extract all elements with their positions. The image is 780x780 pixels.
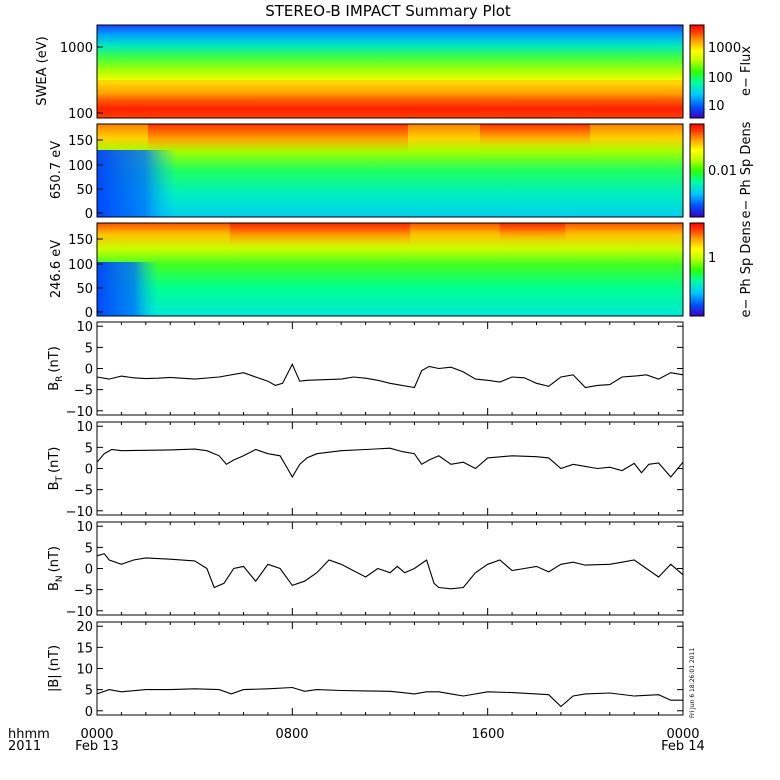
bn-series-line <box>96 553 684 590</box>
bmag-frame <box>96 621 684 716</box>
pad650-hot-band-2 <box>480 124 590 146</box>
pad650-frame <box>96 123 684 218</box>
year-label: 2011 <box>8 739 41 754</box>
pad650-colorbar <box>689 123 705 218</box>
bn-ytick-label: 10 <box>76 520 93 535</box>
time-axis: hhmm 2011 0000 0800 1600 0000 Feb 13 Feb… <box>8 648 705 754</box>
bt-ylabel-main: B <box>47 481 62 490</box>
pad246-ytick-150: 150 <box>68 233 93 248</box>
pad650-colorbar-label: e− Ph Sp Dens <box>739 121 754 218</box>
panel-br: 10 5 0 −5 −10 BR (nT) <box>47 320 684 420</box>
time-tick-0000: 0000 <box>80 727 113 742</box>
br-ylabel-sub: R <box>55 376 65 382</box>
bn-ylabel-sub: N <box>55 575 65 582</box>
br-ytick-label: 5 <box>85 341 93 356</box>
pad246-early-low <box>97 262 159 316</box>
swea-ytick-100: 100 <box>68 107 93 122</box>
bn-ylabel-unit: (nT) <box>47 546 62 572</box>
bmag-ylabel-unit: (nT) <box>47 645 62 671</box>
bn-ytick-label: 5 <box>85 541 93 556</box>
pad246-frame <box>96 222 684 317</box>
pad650-ytick-0: 0 <box>85 207 93 222</box>
bmag-ytick-label: 10 <box>76 663 93 678</box>
br-ylabel: BR (nT) <box>47 346 65 391</box>
pad650-cbar-tick: 0.01 <box>708 164 737 179</box>
br-series-line <box>96 363 684 389</box>
swea-cbar-tick-10: 10 <box>708 99 725 114</box>
bn-ytick-label: −10 <box>66 605 93 620</box>
bn-ylabel-main: B <box>47 582 62 591</box>
bn-ylabel: BN (nT) <box>47 546 65 591</box>
time-tick-0000-end: 0000 <box>666 727 699 742</box>
time-tick-1600: 1600 <box>471 727 504 742</box>
br-ylabel-main: B <box>47 382 62 391</box>
bn-ytick-label: 0 <box>85 563 93 578</box>
pad246-hot-band <box>230 223 410 245</box>
panel-pad-650: 150 100 50 0 650.7 eV 0.01 e− Ph Sp Dens <box>49 121 754 222</box>
bmag-ytick-label: 5 <box>85 684 93 699</box>
pad650-early-low <box>97 150 177 217</box>
br-ytick-label: −5 <box>74 384 93 399</box>
pad650-ytick-100: 100 <box>68 159 93 174</box>
pad246-colorbar-label: e− Ph Sp Dens <box>739 220 754 317</box>
bt-ytick-label: 0 <box>85 463 93 478</box>
pad650-ytick-150: 150 <box>68 134 93 149</box>
bt-frame <box>96 421 684 516</box>
pad246-ylabel: 246.6 eV <box>49 240 64 298</box>
panel-bt: 10 5 0 −5 −10 BT (nT) <box>47 420 684 520</box>
swea-spectrogram <box>97 25 683 118</box>
br-ylabel-unit: (nT) <box>47 346 62 372</box>
end-date: Feb 14 <box>661 739 705 754</box>
pad246-hot-band-2 <box>500 223 565 241</box>
pad650-hot-band <box>148 124 408 152</box>
bmag-ylabel-main: |B| <box>47 674 62 692</box>
magnetic-field-panels: 1050−5−10BR(nT)1050−5−10BT(nT)1050−5−10B… <box>47 320 684 720</box>
bn-frame <box>96 521 684 616</box>
plot-title: STEREO-B IMPACT Summary Plot <box>265 2 511 20</box>
pad650-ylabel: 650.7 eV <box>49 141 64 199</box>
swea-orange-band <box>97 80 683 92</box>
bmag-ytick-label: 15 <box>76 641 93 656</box>
pad246-ytick-50: 50 <box>76 282 93 297</box>
bt-ytick-label: 10 <box>76 420 93 435</box>
bt-series-line <box>96 447 684 479</box>
bmag-ytick-label: 20 <box>76 620 93 635</box>
br-frame <box>96 321 684 416</box>
pad650-ytick-50: 50 <box>76 183 93 198</box>
swea-ytick-1000: 1000 <box>60 41 93 56</box>
swea-ylabel: SWEA (eV) <box>35 36 50 105</box>
bmag-ytick-label: 0 <box>85 705 93 720</box>
bt-ylabel-unit: (nT) <box>47 447 62 473</box>
pad246-cbar-tick: 1 <box>708 251 716 266</box>
bt-ytick-label: 5 <box>85 441 93 456</box>
swea-colorbar-label: e− Flux <box>739 46 754 96</box>
bmag-ylabel: |B| (nT) <box>47 645 62 692</box>
panel-pad-246: 150 100 50 0 246.6 eV 1 e− Ph Sp Dens <box>49 220 754 321</box>
br-ytick-label: −10 <box>66 405 93 420</box>
bt-ylabel: BT (nT) <box>47 447 65 491</box>
pad246-ytick-100: 100 <box>68 258 93 273</box>
br-ytick-label: 10 <box>76 320 93 335</box>
bt-ytick-label: −5 <box>74 484 93 499</box>
swea-cbar-tick-100: 100 <box>708 71 733 86</box>
swea-frame <box>96 24 684 119</box>
bt-ytick-label: −10 <box>66 505 93 520</box>
time-tick-0800: 0800 <box>275 727 308 742</box>
start-date: Feb 13 <box>75 739 119 754</box>
creation-stamp: Fri Jun 6 18:26:01 2011 <box>689 648 696 718</box>
bt-ylabel-sub: T <box>55 475 65 482</box>
swea-cbar-tick-1000: 1000 <box>708 41 741 56</box>
pad246-ytick-0: 0 <box>85 306 93 321</box>
panel-bmag: 20 15 10 5 0 |B| (nT) <box>47 620 684 720</box>
x-axis-label: hhmm <box>8 727 50 742</box>
br-ytick-label: 0 <box>85 363 93 378</box>
pad246-colorbar <box>689 222 705 317</box>
swea-colorbar <box>689 24 705 119</box>
bn-ytick-label: −5 <box>74 584 93 599</box>
panel-swea: 1000 100 SWEA (eV) 1000 100 10 e− Flux <box>35 24 754 122</box>
bmag-series-line <box>96 686 683 708</box>
panel-bn: 10 5 0 −5 −10 BN (nT) <box>47 520 684 620</box>
